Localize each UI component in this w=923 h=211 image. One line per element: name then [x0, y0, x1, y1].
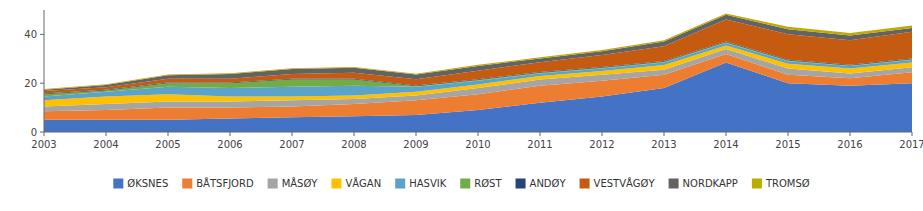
legend-item: TROMSØ: [752, 178, 810, 189]
legend-item: NORDKAPP: [669, 178, 738, 189]
legend-swatch: [182, 179, 192, 189]
legend-label: ANDØY: [530, 178, 567, 189]
legend-swatch: [580, 179, 590, 189]
y-tick: [40, 83, 44, 84]
areas: [44, 13, 912, 132]
x-tick-label: 2015: [775, 139, 800, 150]
legend-label: NORDKAPP: [683, 178, 738, 189]
y-tick-label: 40: [24, 29, 37, 40]
legend-swatch: [268, 179, 278, 189]
legend-item: ØKSNES: [113, 178, 168, 189]
legend-swatch: [395, 179, 405, 189]
legend-swatch: [331, 179, 341, 189]
x-tick: [478, 132, 479, 136]
x-tick-label: 2016: [837, 139, 862, 150]
x-tick-label: 2008: [341, 139, 366, 150]
x-tick: [106, 132, 107, 136]
legend-label: HASVIK: [409, 178, 446, 189]
chart: 2003 2004 2005 2006 2007 2008 2009 2010 2011 2012…: [0, 0, 923, 211]
x-tick-label: 2011: [527, 139, 552, 150]
legend-swatch: [113, 179, 123, 189]
legend-label: TROMSØ: [765, 178, 810, 189]
legend-label: VÅGAN: [345, 177, 381, 189]
x-tick-label: 2010: [465, 139, 490, 150]
y-axis-line: [44, 10, 45, 132]
legend-label: BÅTSFJORD: [196, 177, 254, 189]
y-tick: [40, 132, 44, 133]
legend-item: MÅSØY: [268, 177, 319, 189]
legend-label: ØKSNES: [127, 178, 168, 189]
legend-label: MÅSØY: [282, 177, 319, 189]
x-tick-label: 2006: [217, 139, 242, 150]
x-tick-label: 2017: [899, 139, 923, 150]
x-tick-label: 2003: [31, 139, 56, 150]
x-tick: [540, 132, 541, 136]
x-tick-label: 2013: [651, 139, 676, 150]
x-tick: [788, 132, 789, 136]
x-tick: [726, 132, 727, 136]
x-tick: [416, 132, 417, 136]
x-tick: [664, 132, 665, 136]
legend-item: HASVIK: [395, 178, 446, 189]
x-tick-label: 2014: [713, 139, 738, 150]
y-tick-label: 0: [31, 127, 37, 138]
x-tick: [850, 132, 851, 136]
legend-swatch: [752, 179, 762, 189]
x-tick: [912, 132, 913, 136]
legend-item: VESTVÅGØY: [580, 177, 656, 189]
legend-swatch: [669, 179, 679, 189]
legend-item: ANDØY: [516, 178, 567, 189]
legend-label: VESTVÅGØY: [594, 177, 656, 189]
area: [44, 13, 912, 89]
x-tick-label: 2007: [279, 139, 304, 150]
x-tick-label: 2005: [155, 139, 180, 150]
x-tick-label: 2012: [589, 139, 614, 150]
x-tick: [44, 132, 45, 136]
x-tick: [230, 132, 231, 136]
x-tick: [168, 132, 169, 136]
x-tick: [354, 132, 355, 136]
legend-swatch: [460, 179, 470, 189]
y-tick-label: 20: [24, 78, 37, 89]
x-tick-label: 2004: [93, 139, 118, 150]
x-tick-label: 2009: [403, 139, 428, 150]
x-tick: [292, 132, 293, 136]
legend-item: VÅGAN: [331, 177, 381, 189]
legend: ØKSNES BÅTSFJORD MÅSØY VÅGAN HASVIK RØST ANDØY…: [113, 177, 809, 189]
legend-swatch: [516, 179, 526, 189]
legend-item: RØST: [460, 178, 502, 189]
x-tick: [602, 132, 603, 136]
y-tick: [40, 34, 44, 35]
legend-item: BÅTSFJORD: [182, 177, 254, 189]
legend-label: RØST: [474, 178, 502, 189]
